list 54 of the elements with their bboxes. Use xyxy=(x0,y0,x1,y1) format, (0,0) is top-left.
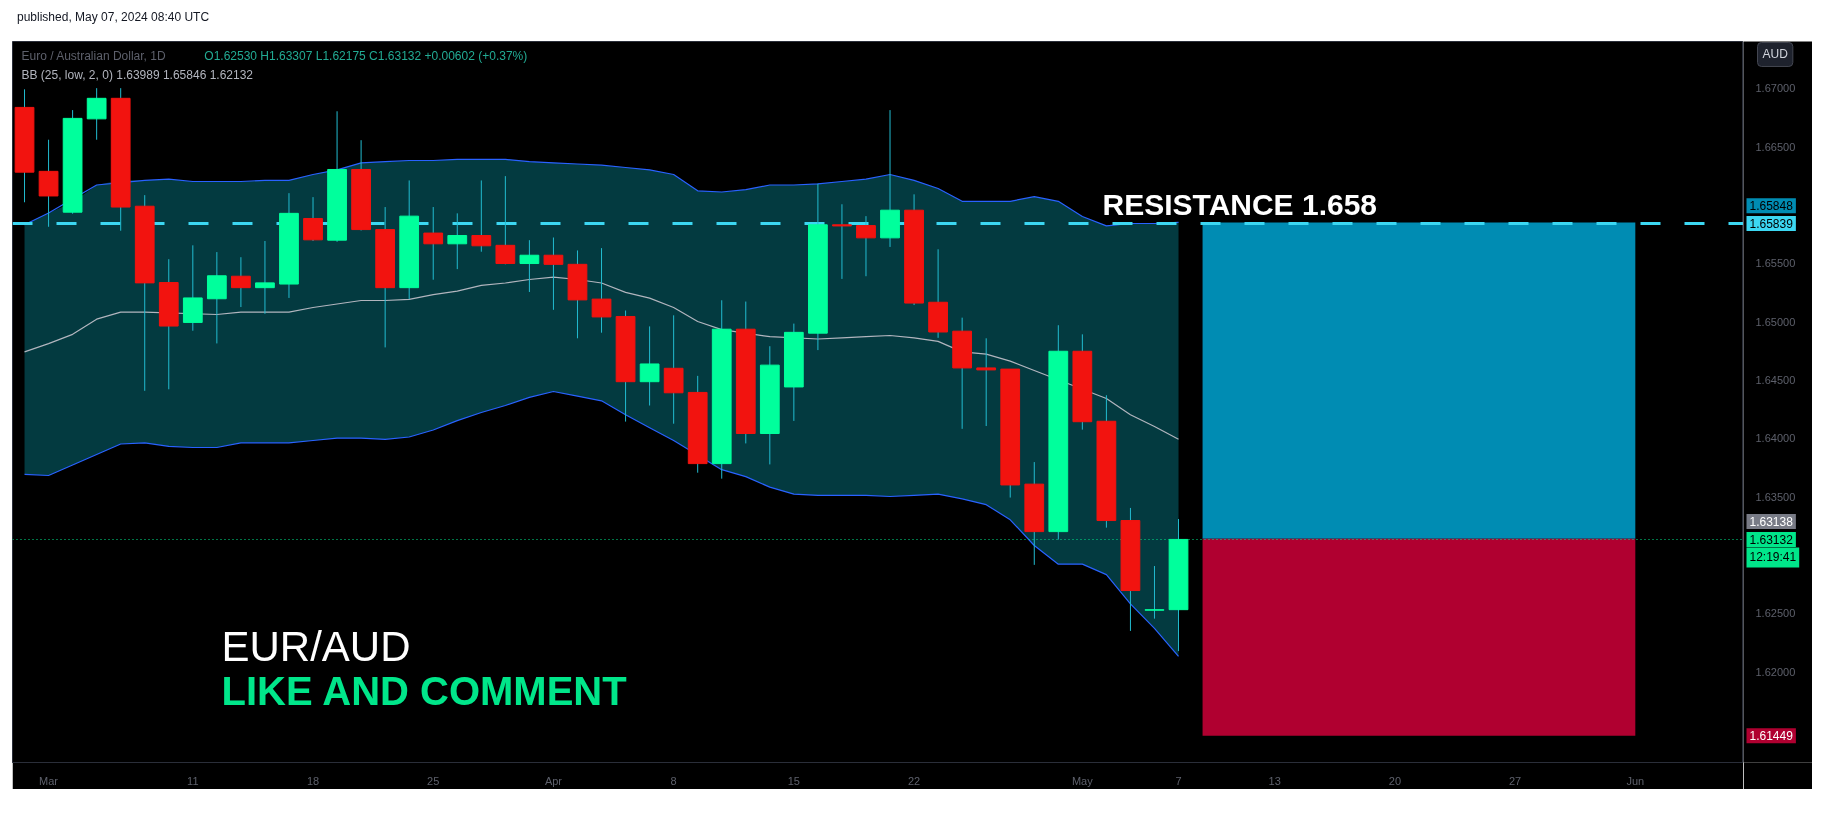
x-tick-label: 7 xyxy=(1175,774,1182,787)
annotation: EUR/AUD xyxy=(221,623,411,671)
annotation: BB (25, low, 2, 0) 1.63989 1.65846 1.62132 xyxy=(21,68,254,83)
x-tick-label: 8 xyxy=(670,774,677,787)
candlestick xyxy=(976,337,997,427)
text: Euro / Australian Dollar, 1D xyxy=(21,49,166,64)
candlestick xyxy=(591,247,612,334)
text: 12:19:41 xyxy=(1749,550,1797,565)
text: 1.61449 xyxy=(1749,729,1794,744)
y-tick-label: 1.63500 xyxy=(1755,490,1796,503)
candlestick xyxy=(206,251,227,344)
candlestick xyxy=(86,87,107,141)
x-tick-label: 13 xyxy=(1268,774,1281,787)
y-tick-label: 1.64500 xyxy=(1755,373,1796,386)
candlestick xyxy=(471,179,492,253)
x-tick-label: May xyxy=(1071,774,1094,787)
x-tick-label: 11 xyxy=(187,774,199,787)
ref-line-label: 1.63132 xyxy=(1749,532,1794,547)
candlestick xyxy=(519,239,540,293)
y-axis-title: AUD xyxy=(1762,47,1789,62)
y-tick-label: 1.65000 xyxy=(1755,315,1796,328)
candlestick xyxy=(423,206,444,281)
text: published, May 07, 2024 08:40 UTC xyxy=(17,9,210,26)
annotation: LIKE AND COMMENT xyxy=(221,668,627,713)
text: 1.65848 xyxy=(1749,199,1794,214)
x-tick-label: 20 xyxy=(1388,774,1402,787)
candlestick xyxy=(543,237,564,311)
candlestick xyxy=(856,215,876,277)
x-tick-label: 22 xyxy=(907,774,921,787)
candlestick xyxy=(639,325,660,406)
annotation: O1.62530 H1.63307 L1.62175 C1.63132 +0.00602 (+0.37%) xyxy=(204,49,528,64)
candlestick xyxy=(832,203,852,280)
x-tick-label: Jun xyxy=(1626,774,1645,787)
candlestick xyxy=(495,175,516,265)
y-tick-label: 1.62500 xyxy=(1755,607,1796,620)
x-tick-label: 18 xyxy=(306,774,320,787)
candlestick xyxy=(231,256,251,308)
y-tick-label: 1.65500 xyxy=(1755,257,1796,270)
y-tick-label: 1.67000 xyxy=(1755,82,1796,95)
y-tick-label: 1.64000 xyxy=(1755,432,1796,445)
y-tick-label: 1.62000 xyxy=(1755,665,1796,678)
x-tick-label: 15 xyxy=(787,774,800,787)
text: 1.63138 xyxy=(1749,514,1794,529)
x-tick-label: 27 xyxy=(1508,774,1522,787)
candlestick xyxy=(303,196,323,242)
x-tick-label: Mar xyxy=(39,774,59,787)
annotation: RESISTANCE 1.658 xyxy=(1102,188,1378,222)
ref-line-label: 1.65839 xyxy=(1749,217,1794,232)
candlestick xyxy=(447,212,468,270)
candlestick xyxy=(1144,565,1165,620)
y-tick-label: 1.66500 xyxy=(1755,140,1796,153)
x-tick-label: 25 xyxy=(427,774,440,787)
x-tick-label: Apr xyxy=(544,774,563,787)
candlestick xyxy=(255,240,275,315)
